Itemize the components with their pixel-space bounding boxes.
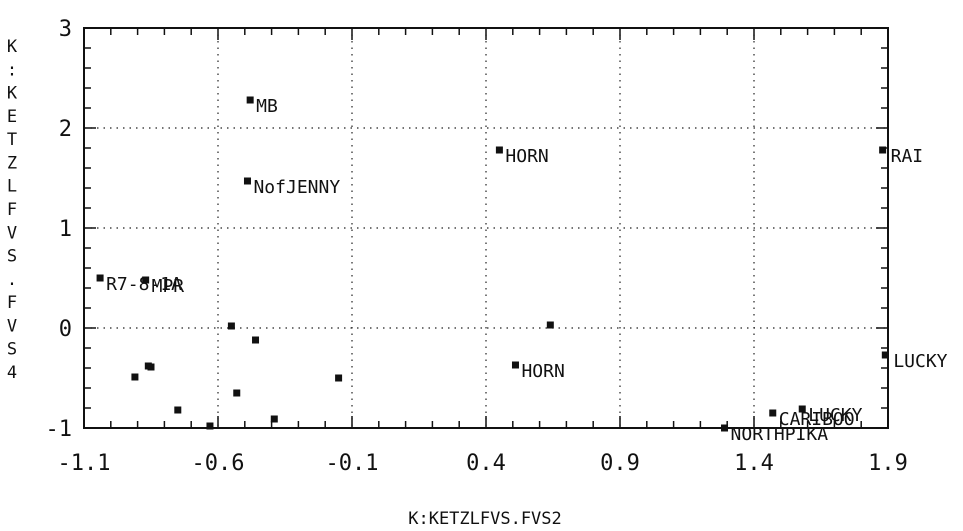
data-point bbox=[174, 406, 182, 414]
data-point-label: LUCKY bbox=[893, 351, 947, 372]
x-tick-label: 1.4 bbox=[734, 451, 774, 476]
data-point bbox=[335, 374, 343, 382]
data-point bbox=[881, 351, 889, 359]
data-point bbox=[721, 424, 729, 432]
y-axis-title-char: K bbox=[7, 37, 18, 57]
y-axis-title-char: . bbox=[7, 270, 17, 290]
data-point bbox=[243, 177, 251, 185]
data-point-label: CARIBOO bbox=[779, 409, 855, 430]
x-axis-title: K:KETZLFVS.FVS2 bbox=[408, 509, 562, 529]
data-point bbox=[227, 322, 235, 330]
x-tick-label: -1.1 bbox=[58, 451, 111, 476]
y-axis-title-char: T bbox=[7, 130, 17, 150]
data-point bbox=[769, 409, 777, 417]
y-tick-label: -1 bbox=[46, 417, 73, 442]
tick-labels: -1.1 -0.6 -0.1 0.4 0.9 1.4 1.9 -1 0 1 2 3 bbox=[46, 17, 908, 476]
data-point bbox=[233, 389, 241, 397]
data-point bbox=[879, 146, 887, 154]
axis-ticks bbox=[83, 27, 889, 429]
data-point bbox=[252, 336, 260, 344]
data-point bbox=[131, 373, 139, 381]
y-axis-title-char: F bbox=[7, 200, 17, 220]
data-point-label: HORN bbox=[521, 361, 564, 382]
y-axis-title-char: S bbox=[7, 247, 17, 267]
y-axis-title-char: S bbox=[7, 340, 17, 360]
data-point bbox=[546, 321, 554, 329]
data-point-label: R7-8-1A bbox=[106, 274, 182, 295]
data-point bbox=[142, 276, 150, 284]
y-tick-label: 2 bbox=[59, 117, 72, 142]
y-axis-title-char: F bbox=[7, 293, 17, 313]
y-tick-label: 1 bbox=[59, 217, 72, 242]
data-point-label: MB bbox=[256, 96, 278, 117]
data-point-label: RAI bbox=[891, 146, 924, 167]
y-axis-title-char: 4 bbox=[7, 363, 17, 383]
data-point bbox=[798, 405, 806, 413]
y-axis-title-char: Z bbox=[7, 153, 17, 173]
y-tick-label: 3 bbox=[59, 17, 72, 42]
y-axis-title-char: : bbox=[7, 60, 17, 80]
x-tick-label: 0.4 bbox=[466, 451, 506, 476]
y-tick-label: 0 bbox=[59, 317, 72, 342]
data-point-label: NofJENNY bbox=[253, 177, 340, 198]
data-points bbox=[96, 96, 889, 432]
x-tick-label: 0.9 bbox=[600, 451, 640, 476]
data-point bbox=[495, 146, 503, 154]
data-point-label: MPR bbox=[152, 276, 185, 297]
y-axis-title-char: L bbox=[7, 177, 17, 197]
data-point bbox=[96, 274, 104, 282]
data-point bbox=[511, 361, 519, 369]
x-tick-label: 1.9 bbox=[868, 451, 908, 476]
y-axis-title-char: V bbox=[7, 316, 17, 336]
x-tick-label: -0.6 bbox=[192, 451, 245, 476]
grid-lines bbox=[84, 28, 888, 428]
data-point-label: HORN bbox=[505, 146, 548, 167]
data-point bbox=[147, 363, 155, 371]
x-tick-label: -0.1 bbox=[326, 451, 379, 476]
y-axis-title-char: V bbox=[7, 223, 17, 243]
data-point bbox=[270, 415, 278, 423]
data-point-label: NORTHPIKA bbox=[731, 424, 829, 445]
data-point-label: LUCKY bbox=[808, 405, 862, 426]
y-axis-title-char: E bbox=[7, 107, 17, 127]
data-point bbox=[246, 96, 254, 104]
data-point bbox=[206, 422, 214, 430]
y-axis-title-char: K bbox=[7, 84, 18, 104]
